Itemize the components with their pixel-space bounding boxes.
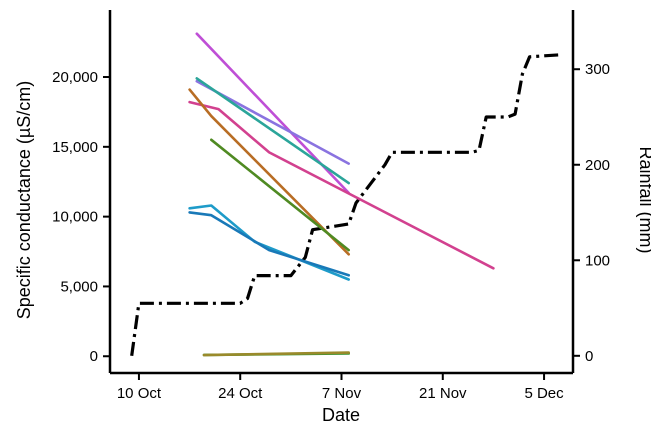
left-y-tick-label: 10,000: [52, 209, 98, 226]
x-tick-label: 21 Nov: [419, 385, 467, 402]
conductance-series-line-5: [188, 88, 350, 256]
right-y-axis-title: Rainfall (mm): [636, 146, 651, 253]
conductance-series-line-1: [195, 32, 350, 195]
axes-layer: [108, 10, 575, 375]
ticks-layer: 10 Oct 24 Oct 7 Nov 21 Nov 5 Dec 0 5,000 10,000…: [52, 61, 610, 402]
x-tick-label: 5 Dec: [524, 385, 564, 402]
left-y-tick-label: 5,000: [60, 278, 98, 295]
conductance-series-line-8: [188, 211, 350, 277]
left-y-tick-label: 20,000: [52, 69, 98, 86]
conductance-series-line-6: [210, 138, 350, 252]
right-y-tick-label: 300: [585, 61, 610, 78]
x-tick-label: 24 Oct: [218, 385, 263, 402]
conductance-series-line-3: [195, 77, 350, 185]
rainfall-layer: [130, 53, 559, 357]
right-y-tick-label: 100: [585, 252, 610, 269]
conductance-series-line-10: [202, 351, 350, 357]
right-y-tick-label: 200: [585, 157, 610, 174]
x-tick-label: 7 Nov: [322, 385, 362, 402]
series-layer: [188, 32, 495, 357]
x-axis-title: Date: [322, 405, 360, 425]
left-y-axis-title: Specific conductance (µS/cm): [14, 81, 34, 319]
left-y-tick-label: 15,000: [52, 139, 98, 156]
right-y-tick-label: 0: [585, 348, 593, 365]
left-y-tick-label: 0: [90, 348, 98, 365]
x-tick-label: 10 Oct: [117, 385, 162, 402]
rainfall-line: [130, 53, 559, 357]
